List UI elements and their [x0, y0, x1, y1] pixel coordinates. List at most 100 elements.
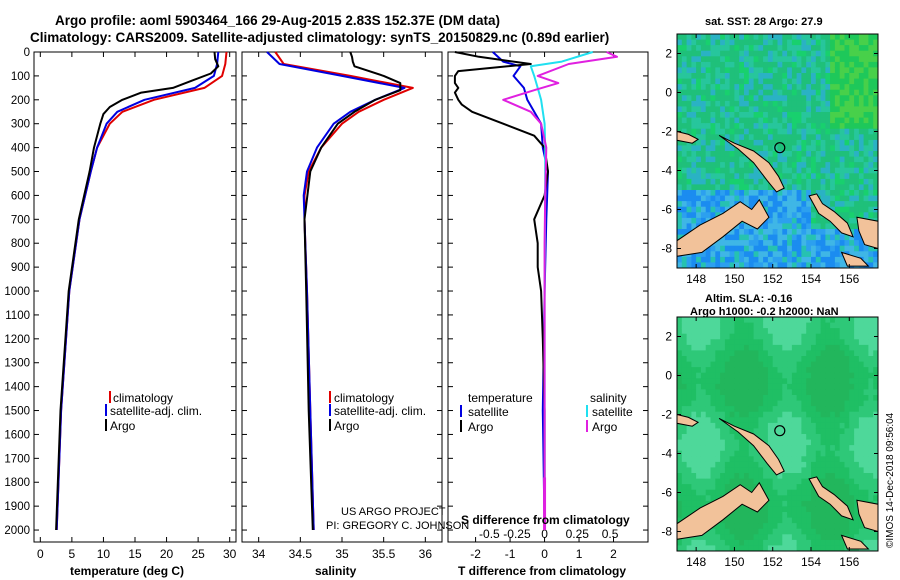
- map-cell: [849, 461, 855, 468]
- map-cell: [796, 434, 802, 440]
- map-cell: [758, 173, 764, 180]
- map-cell: [710, 456, 716, 463]
- map-cell: [796, 461, 802, 468]
- map-cell: [787, 400, 793, 407]
- series-line-salinity-argo: [502, 51, 618, 530]
- map-cell: [686, 178, 692, 185]
- map-cell: [858, 356, 865, 362]
- map-cell: [873, 344, 879, 351]
- map-cell: [844, 56, 850, 63]
- map-cell: [744, 523, 750, 530]
- map-cell: [830, 411, 836, 418]
- map-cell: [720, 84, 726, 91]
- map-cell: [715, 112, 721, 118]
- map-cell: [863, 100, 869, 107]
- map-cell: [787, 156, 793, 163]
- map-y-tick-label: -6: [661, 486, 672, 500]
- map-cell: [815, 173, 821, 180]
- map-cell: [724, 234, 731, 241]
- map-cell: [691, 333, 697, 340]
- map-cell: [753, 333, 759, 340]
- map-cell: [787, 229, 793, 235]
- map-cell: [686, 461, 692, 468]
- map-cell: [739, 478, 745, 485]
- map-cell: [849, 367, 855, 374]
- map-cell: [681, 106, 687, 113]
- map-cell: [720, 34, 726, 40]
- map-cell: [796, 378, 802, 385]
- map-cell: [739, 411, 745, 418]
- map-cell: [744, 322, 750, 329]
- map-cell: [806, 201, 812, 208]
- map-cell: [710, 383, 716, 390]
- map-cell: [839, 383, 845, 390]
- map-cell: [806, 523, 812, 530]
- map-cell: [782, 473, 788, 479]
- map-cell: [696, 167, 702, 174]
- map-cell: [820, 134, 826, 141]
- map-cell: [696, 344, 702, 351]
- map-cell: [854, 456, 860, 463]
- map-cell: [677, 61, 683, 68]
- map-cell: [839, 240, 845, 247]
- map-cell: [767, 484, 774, 491]
- map-cell: [791, 506, 798, 513]
- map-cell: [739, 117, 745, 124]
- map-cell: [748, 234, 754, 241]
- map-cell: [782, 539, 788, 546]
- map-cell: [739, 467, 745, 474]
- x-tick-label: 10: [97, 547, 111, 561]
- map-cell: [767, 256, 774, 263]
- map-cell: [868, 100, 874, 107]
- map-cell: [796, 184, 802, 191]
- map-cell: [739, 195, 745, 202]
- map-cell: [782, 100, 788, 107]
- map-cell: [753, 128, 759, 135]
- map-cell: [782, 78, 788, 85]
- map-cell: [681, 73, 687, 79]
- map-cell: [849, 173, 855, 180]
- map-cell: [715, 128, 721, 135]
- map-cell: [734, 389, 740, 396]
- map-cell: [868, 461, 874, 468]
- map-cell: [724, 145, 731, 152]
- map-cell: [744, 534, 750, 541]
- map-cell: [858, 339, 865, 346]
- map-cell: [705, 128, 711, 135]
- map-cell: [811, 34, 817, 40]
- map-cell: [868, 89, 874, 96]
- map-cell: [787, 344, 793, 351]
- map-cell: [710, 406, 716, 413]
- map-cell: [839, 428, 845, 435]
- map-cell: [782, 67, 788, 74]
- map-cell: [858, 112, 865, 118]
- map-cell: [696, 145, 702, 152]
- map-cell: [863, 156, 869, 163]
- map-cell: [796, 229, 802, 235]
- map-cell: [700, 467, 707, 474]
- map-cell: [739, 395, 745, 401]
- map-cell: [705, 245, 711, 252]
- map-cell: [791, 512, 798, 518]
- map-cell: [782, 456, 788, 463]
- map-cell: [724, 256, 731, 263]
- map-cell: [758, 534, 764, 541]
- map-cell: [705, 461, 711, 468]
- map-cell: [734, 411, 740, 418]
- map-cell: [777, 506, 783, 513]
- map-cell: [772, 500, 778, 507]
- map-cell: [801, 245, 807, 252]
- map-cell: [744, 67, 750, 74]
- map-cell: [691, 400, 697, 407]
- map-cell: [772, 139, 778, 146]
- map-cell: [849, 245, 855, 252]
- map-cell: [744, 134, 750, 141]
- map-cell: [705, 350, 711, 357]
- map-cell: [834, 139, 841, 146]
- map-cell: [791, 400, 798, 407]
- map-cell: [739, 339, 745, 346]
- map-cell: [787, 117, 793, 124]
- map-cell: [863, 317, 869, 323]
- map-cell: [753, 512, 759, 518]
- map-cell: [868, 473, 874, 479]
